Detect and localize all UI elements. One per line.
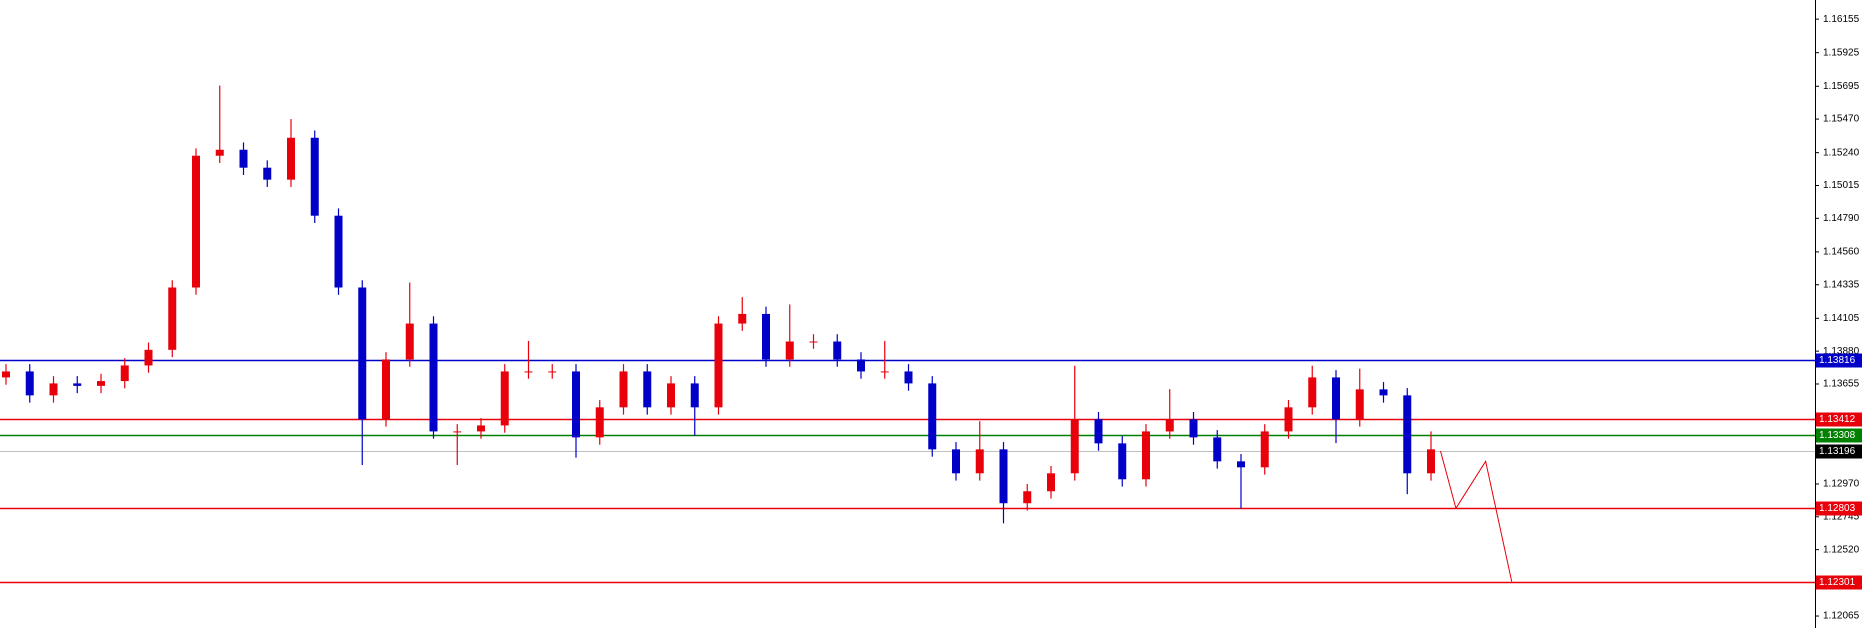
y-tick-label: 1.15925 xyxy=(1823,47,1860,58)
candle-body xyxy=(192,155,200,288)
y-tick-label: 1.15470 xyxy=(1823,114,1860,125)
candle-body xyxy=(310,137,319,216)
candle-body xyxy=(1213,437,1222,462)
y-tick-label: 1.12970 xyxy=(1823,479,1860,490)
candle-body xyxy=(833,341,842,360)
candle-body xyxy=(334,215,343,288)
candle-body xyxy=(1118,443,1127,480)
candle-body xyxy=(1094,419,1103,444)
candle-body xyxy=(1047,473,1055,492)
y-tick-label: 1.12065 xyxy=(1823,611,1860,622)
candle-body xyxy=(1165,419,1174,432)
candle-body xyxy=(1284,407,1293,432)
candle-body xyxy=(1189,419,1198,438)
candle-body xyxy=(975,449,984,474)
candle-body xyxy=(714,323,723,408)
candle-body xyxy=(120,365,129,382)
y-tick-label: 1.14560 xyxy=(1823,247,1860,258)
level-label-box xyxy=(1816,353,1862,368)
candle-body xyxy=(263,167,272,180)
candle-body xyxy=(1332,377,1340,420)
candle-body xyxy=(619,371,628,408)
candle-body xyxy=(1260,431,1269,468)
candle-body xyxy=(952,449,960,474)
candle-body xyxy=(168,287,177,350)
candle-body xyxy=(429,323,438,432)
candle-body xyxy=(1142,431,1150,480)
y-tick-label: 1.12745 xyxy=(1823,511,1860,522)
candle-body xyxy=(738,313,747,324)
y-tick-label: 1.13880 xyxy=(1823,346,1860,357)
y-tick-label: 1.16155 xyxy=(1823,14,1860,25)
y-tick-label: 1.14105 xyxy=(1823,313,1860,324)
candle-body xyxy=(928,383,937,450)
candle-body xyxy=(405,323,414,360)
level-label-box xyxy=(1816,428,1862,443)
candle-body xyxy=(1023,491,1032,504)
candle-body xyxy=(667,383,675,408)
candle-body xyxy=(453,431,462,433)
candle-body xyxy=(809,341,818,343)
candle-body xyxy=(49,383,58,396)
y-tick-label: 1.15695 xyxy=(1823,81,1860,92)
y-tick-label: 1.15015 xyxy=(1823,180,1860,191)
candle-body xyxy=(382,359,390,420)
candle-body xyxy=(25,371,34,396)
candle-body xyxy=(1403,395,1412,474)
candle-body xyxy=(358,287,367,420)
level-label: 1.13816 xyxy=(1819,355,1856,366)
level-label-box xyxy=(1816,412,1862,427)
y-tick-label: 1.14790 xyxy=(1823,213,1860,224)
level-label-box xyxy=(1816,575,1862,590)
candle-body xyxy=(999,449,1008,504)
candle-body xyxy=(857,359,865,372)
y-tick-label: 1.14335 xyxy=(1823,279,1860,290)
projection-path xyxy=(1440,450,1513,582)
candle-body xyxy=(1379,389,1388,396)
candle-body xyxy=(690,383,699,408)
y-tick-label: 1.15240 xyxy=(1823,147,1860,158)
level-label-box xyxy=(1816,501,1862,516)
y-tick-label: 1.12520 xyxy=(1823,544,1860,555)
y-tick-label: 1.13655 xyxy=(1823,379,1860,390)
candle-body xyxy=(595,407,604,438)
candle-body xyxy=(1355,389,1364,420)
candle-body xyxy=(287,137,295,180)
candle-body xyxy=(239,149,248,168)
level-label: 1.12803 xyxy=(1819,503,1856,514)
candle-body xyxy=(643,371,652,408)
candle-body xyxy=(572,371,580,438)
candle-body xyxy=(144,349,153,366)
candle-body xyxy=(1308,377,1317,408)
level-label: 1.13308 xyxy=(1819,430,1856,441)
level-label: 1.13196 xyxy=(1819,446,1856,457)
candle-body xyxy=(904,371,913,384)
candle-body xyxy=(548,371,557,373)
candle-body xyxy=(785,341,794,360)
candle-body xyxy=(524,371,533,373)
candle-body xyxy=(1237,461,1245,468)
level-label: 1.13412 xyxy=(1819,414,1856,425)
candle-body xyxy=(1070,419,1079,474)
candle-body xyxy=(73,383,82,386)
candle-body xyxy=(215,149,224,156)
candle-body xyxy=(477,425,485,432)
candle-body xyxy=(880,371,889,373)
level-label: 1.12301 xyxy=(1819,577,1856,588)
level-label-box xyxy=(1816,444,1862,459)
candle-body xyxy=(762,313,770,360)
candle-body xyxy=(97,381,105,386)
candle-body xyxy=(500,371,509,426)
candle-body xyxy=(2,371,10,378)
candle-body xyxy=(1427,449,1435,474)
